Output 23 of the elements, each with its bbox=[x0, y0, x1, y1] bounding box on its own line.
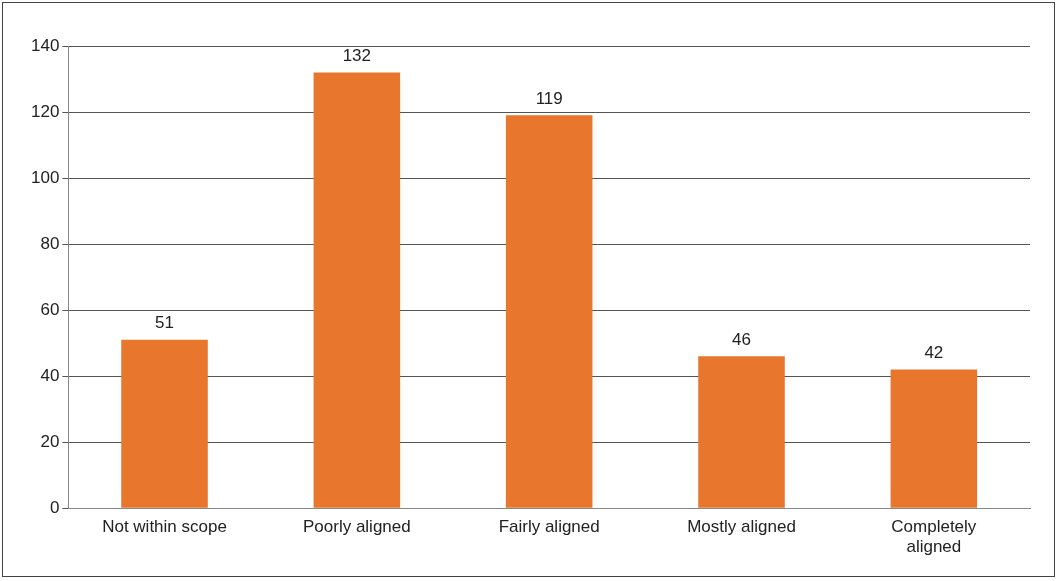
bar bbox=[890, 369, 978, 508]
bar bbox=[505, 115, 593, 508]
y-tick-label: 60 bbox=[40, 299, 60, 319]
x-tick-label: Fairly aligned bbox=[498, 517, 600, 537]
y-tick-label: 120 bbox=[30, 101, 60, 121]
bar bbox=[313, 72, 401, 508]
bar bbox=[698, 356, 785, 508]
x-tick-label: Completely aligned bbox=[891, 517, 977, 557]
y-tick-label: 100 bbox=[30, 167, 60, 187]
x-tick-label: Poorly aligned bbox=[302, 517, 411, 537]
x-tick-label: Mostly aligned bbox=[687, 517, 796, 537]
y-tick-label: 80 bbox=[40, 233, 60, 253]
x-tick-label: Not within scope bbox=[102, 517, 227, 537]
data-label: 42 bbox=[924, 342, 944, 362]
y-tick-label: 40 bbox=[40, 365, 60, 385]
y-tick-label: 140 bbox=[30, 35, 60, 55]
data-label: 132 bbox=[342, 45, 372, 65]
data-label: 46 bbox=[732, 329, 751, 349]
y-tick-label: 20 bbox=[40, 431, 60, 451]
data-label: 51 bbox=[155, 313, 174, 333]
data-label: 119 bbox=[535, 88, 563, 108]
y-tick-label: 0 bbox=[49, 497, 60, 517]
bar bbox=[121, 339, 208, 508]
